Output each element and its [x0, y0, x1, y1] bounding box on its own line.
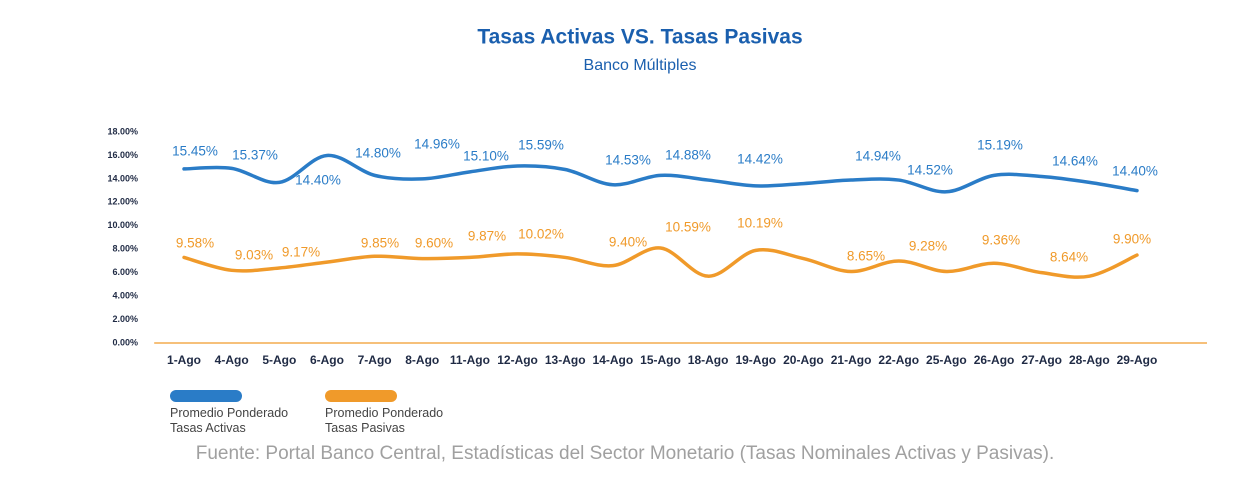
- legend-item: Promedio Ponderado Tasas Activas: [170, 390, 310, 436]
- y-tick-label: 0.00%: [112, 337, 138, 347]
- point-label: 10.19%: [737, 216, 783, 231]
- point-label: 9.28%: [909, 239, 947, 254]
- point-label: 9.58%: [176, 236, 214, 251]
- chart-title: Tasas Activas VS. Tasas Pasivas: [477, 26, 802, 49]
- y-tick-label: 12.00%: [107, 197, 138, 207]
- point-label: 14.88%: [665, 148, 711, 163]
- y-tick-label: 4.00%: [112, 290, 138, 300]
- point-label: 14.40%: [295, 173, 341, 188]
- x-tick-label: 7-Ago: [358, 353, 392, 367]
- y-tick-label: 2.00%: [112, 314, 138, 324]
- point-label: 9.87%: [468, 229, 506, 244]
- y-tick-label: 18.00%: [107, 126, 138, 136]
- x-tick-label: 28-Ago: [1069, 353, 1110, 367]
- x-tick-label: 5-Ago: [262, 353, 296, 367]
- legend-label: Promedio Ponderado Tasas Pasivas: [325, 406, 444, 435]
- y-tick-label: 14.00%: [107, 173, 138, 183]
- point-label: 8.64%: [1050, 250, 1088, 265]
- y-tick-label: 8.00%: [112, 244, 138, 254]
- legend-label: Promedio Ponderado Tasas Activas: [170, 406, 289, 435]
- x-tick-label: 26-Ago: [974, 353, 1015, 367]
- point-label: 15.37%: [232, 148, 278, 163]
- point-label: 14.94%: [855, 149, 901, 164]
- x-tick-label: 11-Ago: [450, 353, 490, 367]
- x-tick-label: 22-Ago: [878, 353, 919, 367]
- series-line: [182, 246, 1139, 279]
- point-label: 9.17%: [282, 245, 320, 260]
- legend-swatch: [170, 390, 242, 402]
- series-line: [182, 153, 1139, 194]
- chart-subtitle: Banco Múltiples: [584, 57, 697, 74]
- x-tick-label: 20-Ago: [783, 353, 824, 367]
- x-tick-label: 15-Ago: [640, 353, 681, 367]
- x-tick-label: 18-Ago: [688, 353, 729, 367]
- x-tick-label: 19-Ago: [735, 353, 776, 367]
- point-label: 14.52%: [907, 163, 953, 178]
- y-tick-label: 16.00%: [107, 150, 138, 160]
- point-label: 14.40%: [1112, 164, 1158, 179]
- x-tick-label: 8-Ago: [405, 353, 439, 367]
- x-tick-label: 1-Ago: [167, 353, 201, 367]
- point-label: 9.40%: [609, 235, 647, 250]
- y-tick-label: 10.00%: [107, 220, 138, 230]
- point-label: 14.42%: [737, 152, 783, 167]
- point-label: 10.59%: [665, 220, 711, 235]
- point-label: 14.80%: [355, 146, 401, 161]
- legend-swatch: [325, 390, 397, 402]
- y-tick-label: 6.00%: [112, 267, 138, 277]
- x-tick-label: 27-Ago: [1021, 353, 1062, 367]
- x-tick-label: 13-Ago: [545, 353, 586, 367]
- legend-item: Promedio Ponderado Tasas Pasivas: [325, 390, 465, 436]
- point-label: 9.60%: [415, 236, 453, 251]
- x-tick-label: 6-Ago: [310, 353, 344, 367]
- source-note: Fuente: Portal Banco Central, Estadístic…: [195, 443, 1055, 464]
- point-label: 15.59%: [518, 138, 564, 153]
- x-tick-label: 14-Ago: [593, 353, 634, 367]
- x-tick-label: 21-Ago: [831, 353, 872, 367]
- point-label: 9.03%: [235, 248, 273, 263]
- point-label: 8.65%: [847, 249, 885, 264]
- point-label: 9.90%: [1113, 232, 1151, 247]
- x-tick-label: 25-Ago: [926, 353, 967, 367]
- point-label: 14.53%: [605, 153, 651, 168]
- point-label: 15.10%: [463, 149, 509, 164]
- point-label: 9.36%: [982, 233, 1020, 248]
- point-label: 14.64%: [1052, 154, 1098, 169]
- x-tick-label: 12-Ago: [497, 353, 538, 367]
- x-tick-label: 29-Ago: [1117, 353, 1158, 367]
- point-label: 10.02%: [518, 227, 564, 242]
- point-label: 15.19%: [977, 138, 1023, 153]
- point-label: 9.85%: [361, 236, 399, 251]
- point-label: 15.45%: [172, 144, 218, 159]
- x-tick-label: 4-Ago: [215, 353, 249, 367]
- point-label: 14.96%: [414, 137, 460, 152]
